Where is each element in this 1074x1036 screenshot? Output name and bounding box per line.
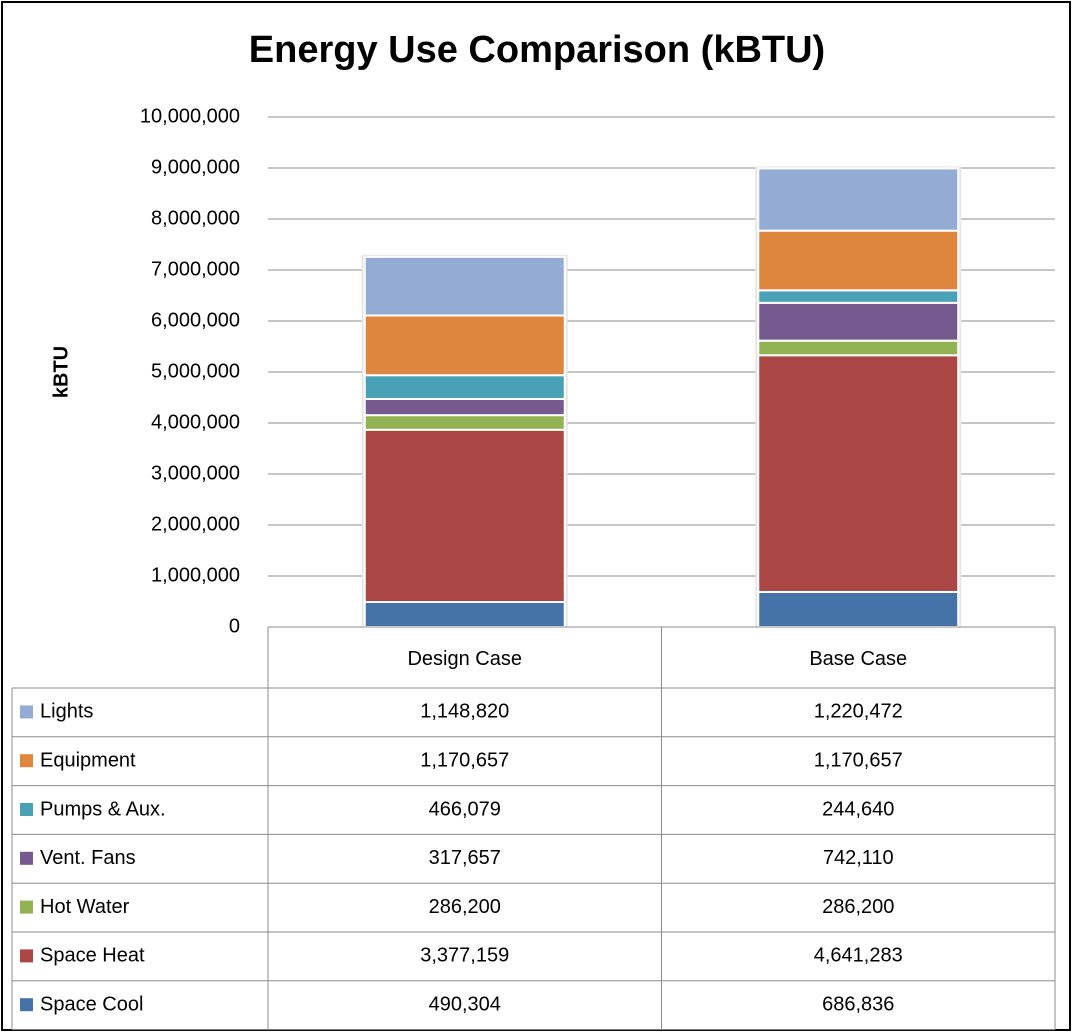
y-tick-label: 6,000,000 bbox=[151, 309, 240, 331]
legend-swatch bbox=[20, 949, 33, 963]
table-value: 3,377,159 bbox=[420, 945, 509, 967]
table-value: 1,148,820 bbox=[420, 701, 509, 723]
bar-segment bbox=[363, 414, 566, 431]
y-tick-label: 0 bbox=[229, 615, 240, 637]
y-tick-label: 4,000,000 bbox=[151, 411, 240, 433]
table-value: 1,170,657 bbox=[814, 749, 903, 771]
bar-segment bbox=[363, 374, 566, 400]
bar-segment bbox=[757, 354, 960, 593]
bar-segment bbox=[757, 167, 960, 232]
legend-swatch bbox=[20, 705, 33, 719]
bar-segment bbox=[757, 289, 960, 304]
legend-label: Hot Water bbox=[40, 896, 130, 918]
table-value: 244,640 bbox=[822, 798, 894, 820]
y-tick-label: 8,000,000 bbox=[151, 207, 240, 229]
y-tick-label: 1,000,000 bbox=[151, 564, 240, 586]
table-value: 1,170,657 bbox=[420, 749, 509, 771]
legend-swatch bbox=[20, 998, 33, 1012]
y-tick-label: 5,000,000 bbox=[151, 360, 240, 382]
bar-segment bbox=[757, 229, 960, 292]
table-value: 490,304 bbox=[429, 993, 501, 1015]
legend-label: Vent. Fans bbox=[40, 847, 136, 869]
y-tick-label: 9,000,000 bbox=[151, 156, 240, 178]
legend-swatch bbox=[20, 803, 33, 816]
legend-label: Lights bbox=[40, 701, 93, 723]
table-value: 466,079 bbox=[429, 798, 501, 820]
legend-swatch bbox=[20, 851, 33, 865]
table-value: 1,220,472 bbox=[814, 701, 903, 723]
bar-segment bbox=[757, 339, 960, 357]
bar-segment bbox=[363, 397, 566, 417]
table-value: 686,836 bbox=[822, 993, 894, 1015]
legend-label: Space Cool bbox=[40, 993, 143, 1015]
legend-label: Pumps & Aux. bbox=[40, 798, 166, 820]
table-value: 317,657 bbox=[429, 847, 501, 869]
table-value: 4,641,283 bbox=[814, 945, 903, 967]
bar-segment bbox=[757, 301, 960, 342]
bar-segment bbox=[757, 590, 960, 629]
legend-swatch bbox=[20, 754, 33, 768]
y-tick-label: 2,000,000 bbox=[151, 513, 240, 535]
table-value: 286,200 bbox=[429, 896, 501, 918]
y-tick-label: 3,000,000 bbox=[151, 462, 240, 484]
legend-label: Equipment bbox=[40, 749, 136, 771]
y-tick-label: 7,000,000 bbox=[151, 258, 240, 280]
bar-segment bbox=[363, 428, 566, 603]
x-tick-label: Design Case bbox=[407, 648, 522, 670]
bar-segment bbox=[363, 314, 566, 377]
table-value: 742,110 bbox=[823, 847, 894, 869]
y-axis-title: kBTU bbox=[50, 346, 72, 398]
legend-label: Space Heat bbox=[40, 945, 145, 967]
bar-segment bbox=[363, 600, 566, 629]
chart-title: Energy Use Comparison (kBTU) bbox=[249, 29, 825, 71]
table-value: 286,200 bbox=[822, 896, 894, 918]
legend-swatch bbox=[20, 900, 33, 914]
x-tick-label: Base Case bbox=[809, 648, 907, 670]
y-tick-label: 10,000,000 bbox=[140, 105, 240, 127]
bar-segment bbox=[363, 255, 566, 317]
